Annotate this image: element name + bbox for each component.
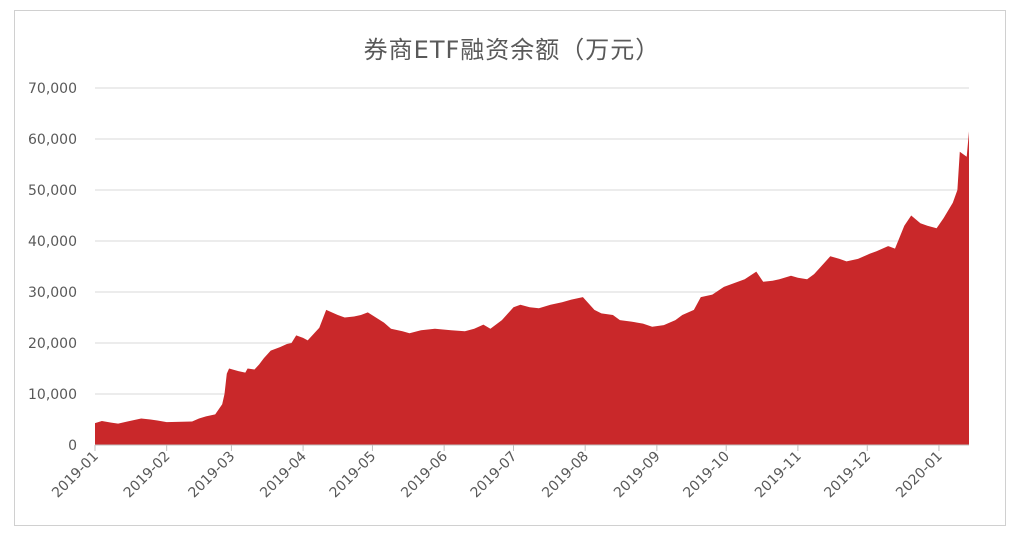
y-tick-label: 20,000 (28, 336, 77, 352)
x-tick-label: 2019-02 (121, 449, 174, 502)
x-tick-label: 2019-08 (539, 449, 592, 502)
y-tick-label: 40,000 (28, 234, 77, 250)
x-tick-label: 2019-04 (257, 448, 310, 501)
chart-title: 券商ETF融资余额（万元） (363, 36, 661, 64)
y-axis: 0 10,000 20,000 30,000 40,000 50,000 60,000 70,… (28, 81, 77, 454)
x-tick-label: 2019-05 (327, 449, 380, 502)
x-tick-label: 2019-09 (611, 449, 664, 502)
x-tick-label: 2020-01 (893, 449, 946, 502)
x-tick-label: 2019-03 (186, 449, 239, 502)
x-tick-label: 2019-10 (680, 449, 733, 502)
x-axis: 2019-01 2019-02 2019-03 2019-04 2019-05 2019-… (49, 444, 969, 502)
x-tick-label: 2019-01 (49, 449, 102, 502)
x-tick-label: 2019-11 (752, 449, 805, 502)
x-tick-label: 2019-12 (821, 449, 874, 502)
x-tick-label: 2019-06 (398, 448, 451, 501)
x-tick-label: 2019-07 (468, 449, 521, 502)
y-tick-label: 10,000 (28, 387, 77, 403)
area-fill (95, 131, 969, 445)
area-series (95, 131, 969, 445)
y-tick-label: 60,000 (28, 132, 77, 148)
y-tick-label: 70,000 (28, 81, 77, 97)
y-tick-label: 50,000 (28, 183, 77, 199)
y-tick-label: 30,000 (28, 285, 77, 301)
y-tick-label: 0 (68, 438, 77, 454)
